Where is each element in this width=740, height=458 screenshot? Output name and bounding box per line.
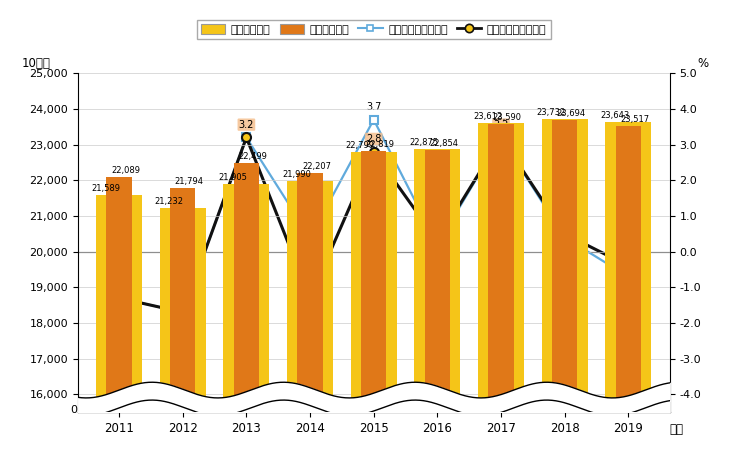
- Bar: [287, 180, 333, 458]
- Bar: [616, 126, 641, 458]
- Text: 0.2: 0.2: [430, 227, 445, 237]
- Text: -1.7: -1.7: [173, 327, 192, 337]
- Text: 10億円: 10億円: [21, 57, 50, 70]
- Text: -1.7: -1.7: [173, 327, 192, 337]
- Text: 21,794: 21,794: [175, 177, 204, 186]
- Bar: [160, 208, 206, 458]
- Text: 0.4: 0.4: [303, 219, 317, 229]
- Legend: 名目（実数）, 実質（実数）, 名目（経済成長率）, 実質（経済成長率）: 名目（実数）, 実質（実数）, 名目（経済成長率）, 実質（経済成長率）: [197, 20, 551, 39]
- Text: -0.7: -0.7: [619, 291, 638, 301]
- Text: %: %: [697, 57, 708, 70]
- Bar: [488, 124, 514, 458]
- Text: 22,089: 22,089: [111, 166, 140, 175]
- Text: 2.8: 2.8: [366, 134, 381, 144]
- Text: 3.2: 3.2: [494, 120, 508, 130]
- Text: 3.2: 3.2: [239, 120, 254, 130]
- Text: 3.7: 3.7: [366, 102, 381, 112]
- Text: 23,590: 23,590: [493, 113, 522, 122]
- Text: 22,819: 22,819: [366, 140, 394, 149]
- Bar: [425, 150, 450, 458]
- Text: 22,875: 22,875: [409, 138, 439, 147]
- Text: 23,643: 23,643: [600, 111, 630, 120]
- Text: 21,905: 21,905: [218, 173, 247, 182]
- Text: 23,612: 23,612: [473, 112, 502, 121]
- Bar: [542, 119, 588, 458]
- Bar: [351, 152, 397, 458]
- Bar: [107, 177, 132, 458]
- Bar: [552, 120, 577, 458]
- Text: 22,854: 22,854: [429, 139, 458, 148]
- Text: 22,499: 22,499: [238, 152, 267, 161]
- Bar: [414, 149, 460, 458]
- Text: 年度: 年度: [670, 423, 684, 436]
- Title: 第1図  県内総生産と経済成長率の推移: 第1図 県内総生産と経済成長率の推移: [286, 20, 462, 35]
- Bar: [361, 151, 386, 458]
- Bar: [170, 188, 195, 458]
- Text: 0: 0: [71, 405, 78, 415]
- Bar: [234, 163, 259, 458]
- Text: 21,589: 21,589: [91, 184, 120, 193]
- Bar: [96, 195, 142, 458]
- Text: 0.4: 0.4: [557, 219, 572, 229]
- Text: 0.5: 0.5: [557, 216, 572, 226]
- Text: 23,517: 23,517: [620, 115, 649, 125]
- Text: -1.3: -1.3: [300, 312, 320, 322]
- Bar: [478, 123, 524, 458]
- Text: 3.2: 3.2: [494, 120, 508, 130]
- Bar: [297, 173, 323, 458]
- Text: 21,232: 21,232: [155, 197, 184, 206]
- Text: 22,207: 22,207: [302, 162, 331, 171]
- Text: 23,694: 23,694: [556, 109, 585, 118]
- Text: 0.3: 0.3: [430, 223, 445, 233]
- Bar: [223, 184, 269, 458]
- Text: -0.4: -0.4: [619, 273, 638, 283]
- Text: 22,799: 22,799: [346, 141, 375, 150]
- Text: -1.3: -1.3: [110, 279, 129, 289]
- Text: 3.2: 3.2: [239, 120, 254, 130]
- Bar: [605, 122, 651, 458]
- Text: 21,990: 21,990: [282, 170, 311, 179]
- Text: -1.3: -1.3: [110, 312, 129, 322]
- Text: 23,732: 23,732: [536, 108, 566, 117]
